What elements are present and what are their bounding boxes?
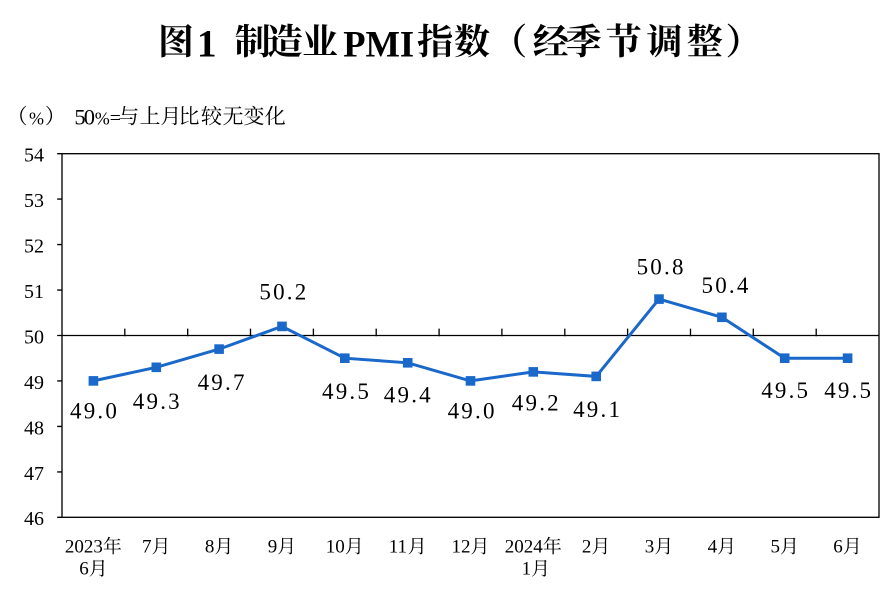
svg-text:49.0: 49.0 [70,398,119,423]
svg-text:48: 48 [24,417,44,439]
svg-text:49.5: 49.5 [824,378,873,403]
svg-text:7: 7 [142,537,152,558]
svg-text:12: 12 [452,537,471,558]
svg-text:2024: 2024 [505,537,544,558]
svg-text:50.4: 50.4 [702,273,751,298]
svg-text:49.7: 49.7 [198,370,247,395]
svg-text:50: 50 [24,326,44,348]
svg-text:50.2: 50.2 [259,280,308,305]
svg-text:49.4: 49.4 [384,382,433,407]
svg-text:49.0: 49.0 [448,398,497,423]
svg-text:%: % [29,108,44,128]
svg-text:1: 1 [197,22,217,66]
svg-text:50.8: 50.8 [637,255,686,280]
svg-text:1: 1 [522,559,532,580]
svg-text:49.1: 49.1 [573,397,622,422]
svg-text:8: 8 [205,537,215,558]
svg-text:6: 6 [79,559,89,580]
svg-text:PMI: PMI [343,24,414,65]
svg-text:5: 5 [74,105,85,130]
svg-text:53: 53 [24,190,44,212]
svg-text:46: 46 [24,508,44,530]
svg-text:52: 52 [24,236,44,258]
svg-text:=: = [110,107,121,129]
svg-text:49.2: 49.2 [512,390,561,415]
svg-text:0: 0 [84,105,95,130]
svg-text:47: 47 [24,463,44,485]
svg-text:51: 51 [24,281,44,303]
svg-text:6: 6 [833,537,843,558]
svg-text:11: 11 [389,537,407,558]
svg-text:2: 2 [582,537,592,558]
svg-text:9: 9 [268,537,278,558]
svg-text:3: 3 [645,537,655,558]
svg-text:2023: 2023 [65,537,103,558]
svg-text:49.5: 49.5 [322,379,371,404]
svg-text:%: % [95,108,110,128]
svg-text:4: 4 [708,537,718,558]
svg-text:10: 10 [326,537,345,558]
svg-text:54: 54 [24,145,44,167]
svg-text:49.3: 49.3 [133,389,182,414]
svg-text:49: 49 [24,372,44,394]
svg-text:49.5: 49.5 [761,378,810,403]
svg-text:5: 5 [771,537,781,558]
